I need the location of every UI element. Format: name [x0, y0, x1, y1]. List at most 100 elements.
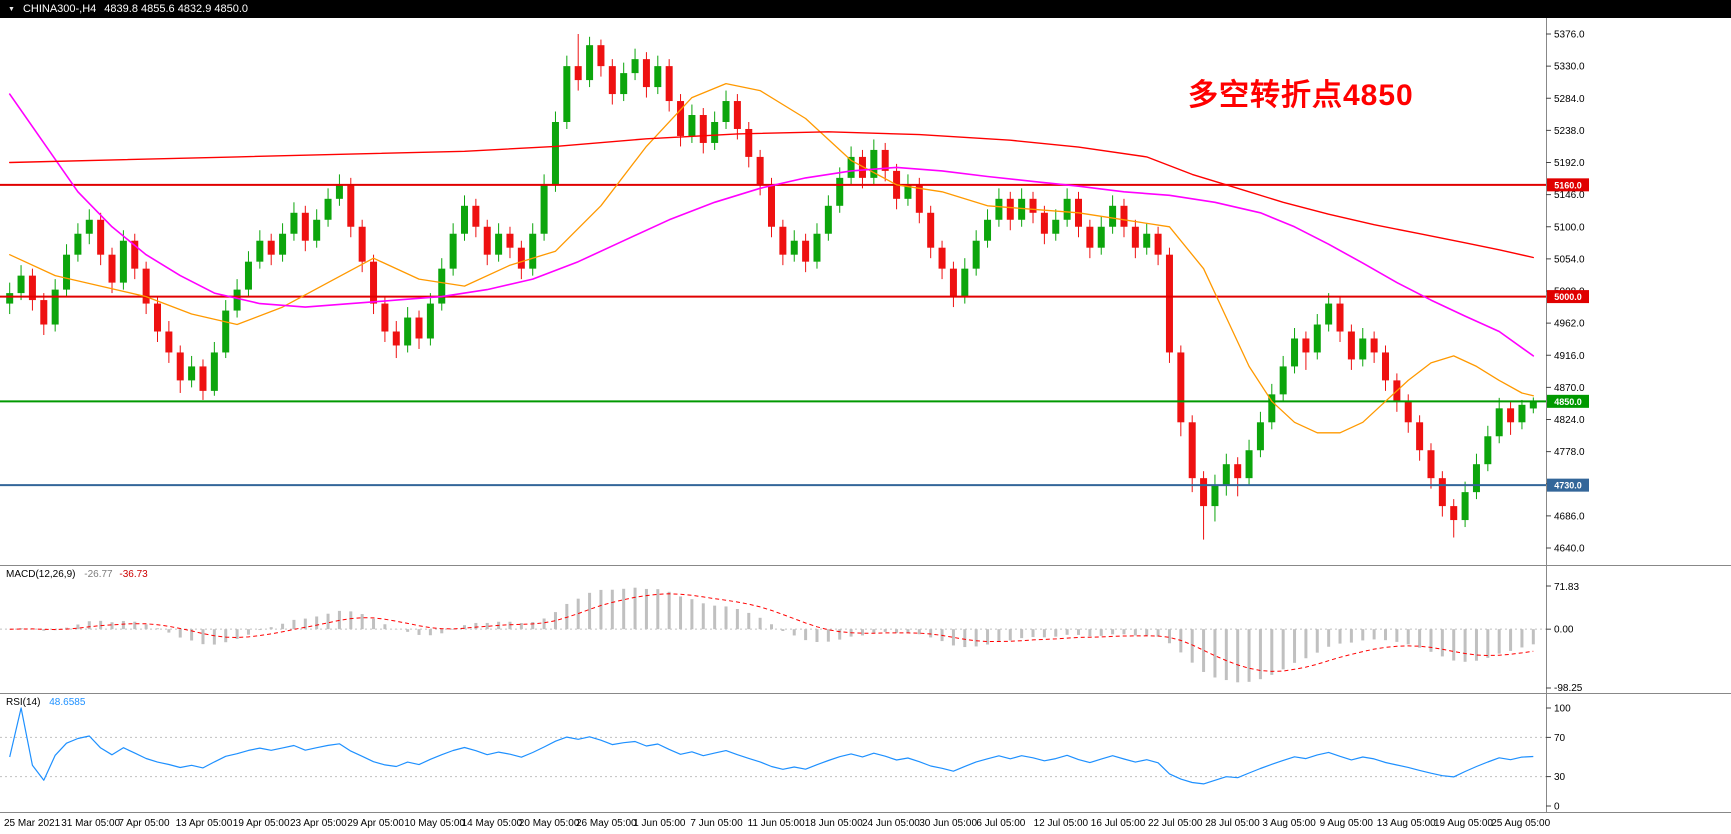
macd-label: MACD(12,26,9) -26.77 -36.73: [6, 569, 148, 580]
price-level-flag: [1547, 478, 1589, 492]
candlestick-chart-canvas[interactable]: 5376.0 5330.0 5284.0 5238.0 5192.0 5146.0 5100…: [0, 18, 1731, 565]
candle-down: [1427, 450, 1435, 479]
candle-up: [51, 289, 59, 325]
price-level-flag: [1547, 394, 1589, 408]
candle-up: [1052, 219, 1060, 234]
price-axis-label: 5330.0: [1554, 62, 1585, 73]
price-level-flag-label: 5000.0: [1554, 292, 1582, 302]
candle-up: [631, 59, 639, 74]
candle-down: [142, 268, 150, 304]
price-axis-label: 5146.0: [1554, 190, 1585, 201]
candle-up: [654, 66, 662, 88]
macd-main-value: -26.77: [84, 569, 113, 580]
candle-up: [313, 219, 321, 241]
rsi-indicator-panel[interactable]: RSI(14) 48.6585 100 70 30 0: [0, 693, 1731, 812]
candle-up: [972, 240, 980, 269]
candle-up: [688, 115, 696, 136]
candle-up: [961, 268, 969, 297]
candle-down: [745, 128, 753, 157]
candle-down: [1188, 422, 1196, 479]
price-axis-label: 5192.0: [1554, 158, 1585, 169]
rsi-label: RSI(14) 48.6585: [6, 697, 85, 708]
candle-down: [1347, 331, 1355, 360]
candle-up: [847, 156, 855, 178]
candle-down: [506, 233, 514, 248]
candle-up: [438, 268, 446, 304]
candle-up: [870, 149, 878, 178]
candle-up: [324, 198, 332, 220]
candle-down: [199, 366, 207, 391]
candle-up: [1472, 464, 1480, 493]
candle-up: [1222, 464, 1230, 486]
candle-up: [540, 184, 548, 234]
candle-down: [1177, 352, 1185, 423]
time-axis-label: 1 Jun 05:00: [633, 818, 686, 829]
candle-up: [620, 73, 628, 95]
rsi-axis-label: 100: [1554, 704, 1571, 715]
main-chart-panel[interactable]: 5376.0 5330.0 5284.0 5238.0 5192.0 5146.0 5100…: [0, 18, 1731, 565]
symbol-dropdown-icon[interactable]: ▼: [8, 5, 15, 13]
candle-up: [824, 205, 832, 234]
candle-down: [1450, 506, 1458, 521]
candle-up: [711, 121, 719, 143]
candle-up: [529, 233, 537, 269]
candle-down: [1040, 212, 1048, 234]
rsi-chart-canvas[interactable]: 100 70 30 0: [0, 694, 1731, 812]
candle-up: [1529, 401, 1537, 409]
candle-down: [472, 205, 480, 227]
candle-down: [415, 317, 423, 339]
candle-down: [915, 184, 923, 213]
candle-up: [1097, 226, 1105, 248]
candle-up: [335, 184, 343, 199]
rsi-name: RSI(14): [6, 697, 41, 708]
macd-indicator-panel[interactable]: MACD(12,26,9) -26.77 -36.73 71.83 0.00 -98…: [0, 565, 1731, 693]
time-axis[interactable]: 25 Mar 2021 31 Mar 05:00 7 Apr 05:00 13 Apr…: [0, 812, 1731, 834]
candle-down: [1165, 254, 1173, 353]
candle-up: [63, 254, 71, 290]
candle-down: [779, 226, 787, 255]
candle-down: [131, 240, 139, 269]
time-axis-label: 12 Jul 05:00: [1033, 818, 1089, 829]
candle-up: [1325, 303, 1333, 325]
candle-up: [1245, 450, 1253, 479]
candle-up: [461, 205, 468, 234]
candle-up: [1461, 492, 1469, 521]
candle-up: [1018, 198, 1026, 220]
time-axis-label: 19 Apr 05:00: [232, 818, 290, 829]
candle-up: [1518, 404, 1526, 423]
candle-up: [813, 233, 821, 262]
price-axis-label: 4916.0: [1554, 351, 1585, 362]
candle-up: [1256, 422, 1264, 451]
time-axis-label: 22 Jul 05:00: [1148, 818, 1203, 829]
candle-up: [244, 261, 252, 290]
candle-down: [1507, 408, 1515, 423]
candle-up: [449, 233, 457, 269]
candle-down: [1404, 401, 1412, 423]
candle-down: [1382, 352, 1389, 381]
candle-up: [74, 233, 82, 255]
macd-chart-canvas[interactable]: 71.83 0.00 -98.25: [0, 566, 1731, 693]
time-axis-label: 29 Apr 05:00: [347, 818, 404, 829]
candle-down: [1200, 478, 1208, 507]
candle-up: [119, 240, 127, 283]
time-axis-label: 19 Aug 05:00: [1434, 818, 1493, 829]
candle-up: [1143, 233, 1151, 248]
price-axis-label: 4778.0: [1554, 447, 1585, 458]
time-axis-label: 3 Aug 05:00: [1262, 818, 1316, 829]
time-axis-label: 23 Apr 05:00: [290, 818, 347, 829]
candle-down: [938, 247, 946, 269]
candle-down: [108, 254, 116, 283]
candle-up: [1313, 324, 1321, 353]
candle-down: [1370, 338, 1378, 353]
candle-up: [995, 198, 1003, 220]
candle-down: [699, 115, 707, 143]
price-level-flag-label: 4850.0: [1554, 397, 1582, 407]
rsi-value: 48.6585: [49, 697, 86, 708]
time-axis-label: 7 Apr 05:00: [118, 818, 170, 829]
candle-down: [1336, 303, 1344, 332]
macd-axis-label: -98.25: [1554, 683, 1583, 693]
time-axis-label: 7 Jun 05:00: [690, 818, 743, 829]
candle-down: [665, 66, 673, 102]
time-axis-label: 25 Aug 05:00: [1491, 818, 1551, 829]
candle-down: [949, 268, 957, 297]
